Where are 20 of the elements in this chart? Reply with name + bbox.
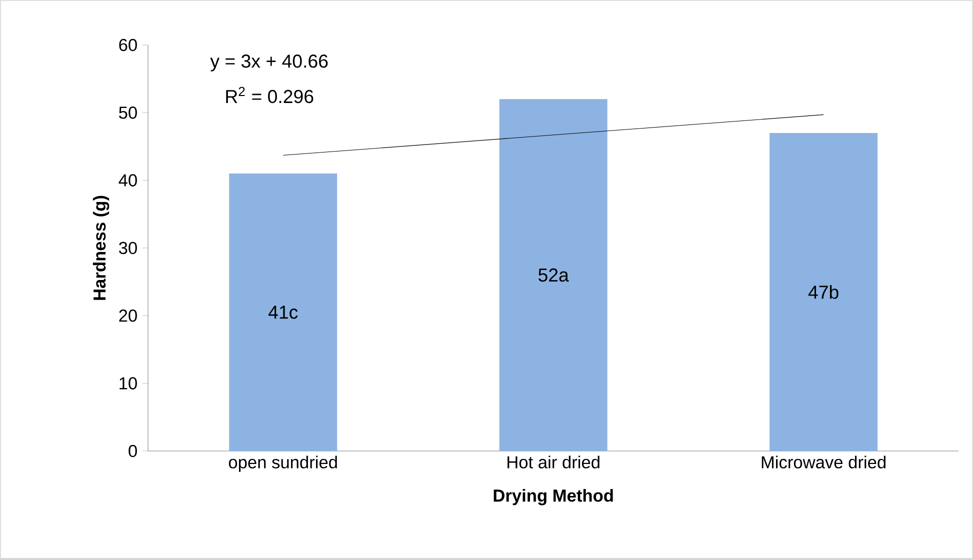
y-tick-label: 30 (119, 242, 137, 254)
x-tick-label: open sundried (228, 456, 337, 472)
y-tick-label: 40 (118, 174, 137, 186)
y-tick-label: 50 (119, 106, 137, 119)
data-label: 41c (268, 306, 298, 319)
y-tick-label: 0 (128, 444, 137, 458)
x-tick-label: Microwave dried (762, 456, 886, 468)
bar (499, 99, 608, 451)
annotation: R$^{2}$ = 0.296 (226, 86, 314, 104)
y-tick-label: 60 (119, 38, 137, 52)
x-tick-label: Hot air dried (508, 456, 600, 468)
y-axis-title: Hardness (g) (92, 196, 110, 300)
y-tick-label: 20 (119, 310, 137, 322)
data-label: 47b (808, 285, 838, 299)
y-tick-label: 10 (120, 377, 137, 390)
bar (229, 174, 338, 451)
data-label: 52a (538, 268, 569, 282)
bar (770, 132, 878, 451)
annotation: y = 3x + 40.66 (210, 54, 328, 72)
x-axis-title: Drying Method (494, 489, 613, 506)
